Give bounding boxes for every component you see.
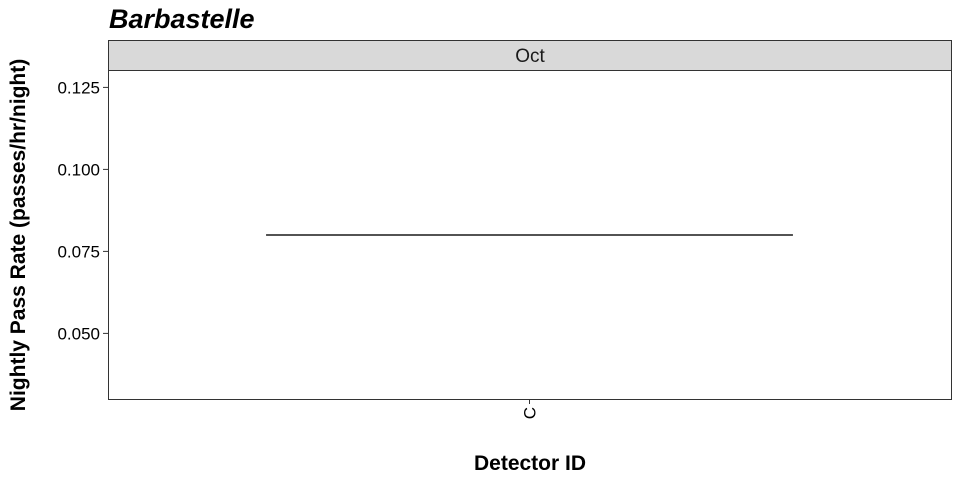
y-tick-label: 0.100	[57, 160, 100, 179]
chart-title: Barbastelle	[109, 4, 255, 34]
y-axis: 0.050 0.075 0.100 0.125	[57, 78, 108, 343]
y-tick-label: 0.125	[57, 78, 100, 97]
x-tick-label: C	[521, 407, 540, 419]
facet-strip	[108, 40, 952, 71]
y-tick-label: 0.075	[57, 242, 100, 261]
x-axis-title: Detector ID	[474, 452, 586, 475]
y-axis-title: Nightly Pass Rate (passes/hr/night)	[7, 59, 30, 411]
facet-strip-label: Oct	[515, 46, 545, 67]
x-axis: C	[521, 399, 540, 419]
y-tick-label: 0.050	[57, 324, 100, 343]
